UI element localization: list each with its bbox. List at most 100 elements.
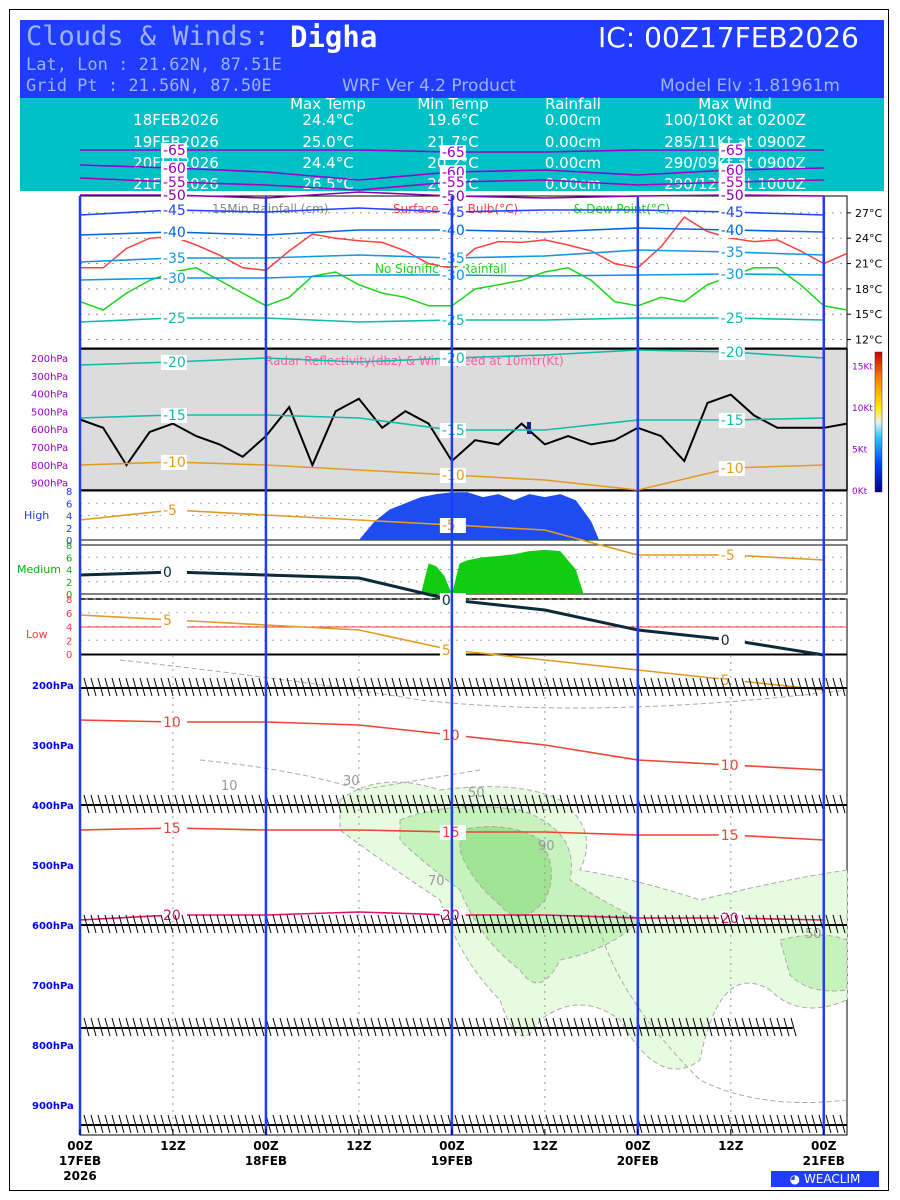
wind-barb xyxy=(405,914,412,934)
wind-barb xyxy=(111,914,118,934)
wind-barb xyxy=(111,677,118,697)
wind-barb xyxy=(615,914,622,934)
wind-barb xyxy=(678,794,685,814)
wind-barb xyxy=(118,1017,125,1037)
wind-barb xyxy=(657,1017,664,1037)
wind-barb xyxy=(167,1114,174,1134)
wind-barb xyxy=(370,1114,377,1134)
wind-barb xyxy=(713,677,720,697)
wind-barb xyxy=(363,914,370,934)
wind-barb xyxy=(538,794,545,814)
isotherm-label: -50 xyxy=(442,189,465,205)
windspeed-line xyxy=(79,393,848,468)
wind-barb xyxy=(748,1017,755,1037)
wind-barb xyxy=(762,914,769,934)
wind-barb xyxy=(608,794,615,814)
wind-barb xyxy=(538,677,545,697)
wind-barb xyxy=(608,677,615,697)
wind-barb xyxy=(524,1017,531,1037)
rh-label-30: 30 xyxy=(343,774,360,789)
wind-barb xyxy=(783,1017,790,1037)
wind-barb xyxy=(545,1114,552,1134)
wind-barb xyxy=(118,1114,125,1134)
wind-barb xyxy=(685,1114,692,1134)
wind-barb xyxy=(391,1017,398,1037)
wind-barb xyxy=(510,914,517,934)
wind-barb xyxy=(566,1114,573,1134)
wind-barb xyxy=(671,914,678,934)
temp-tick-label: 18°C xyxy=(855,283,882,296)
wind-barb xyxy=(349,1114,356,1134)
wind-barb xyxy=(230,1114,237,1134)
row-min-temp: 19.6°C xyxy=(427,111,479,129)
wind-barb xyxy=(125,794,132,814)
wind-barb xyxy=(349,677,356,697)
wind-barb xyxy=(496,1114,503,1134)
wind-barb xyxy=(503,914,510,934)
wind-barb xyxy=(433,794,440,814)
isotherm-label-bg xyxy=(718,245,745,260)
wind-barb xyxy=(440,677,447,697)
wind-barb xyxy=(125,1114,132,1134)
isotherm-label-bg xyxy=(718,548,745,563)
wind-barb xyxy=(503,677,510,697)
wind-barb xyxy=(573,794,580,814)
wind-barb xyxy=(279,1114,286,1134)
wind-barb xyxy=(412,794,419,814)
pressure-label: 900hPa xyxy=(31,479,68,490)
wind-barb xyxy=(440,1017,447,1037)
wind-barb xyxy=(83,794,90,814)
rh-label-50: 50 xyxy=(468,786,485,801)
x-tick-label: 12Z xyxy=(160,1139,186,1153)
wind-barb xyxy=(559,794,566,814)
x-tick-label: 00Z xyxy=(811,1139,837,1153)
wind-barb xyxy=(741,914,748,934)
wind-barb xyxy=(664,794,671,814)
wind-barb xyxy=(90,677,97,697)
isotherm-label: 20 xyxy=(721,911,739,927)
wind-barb xyxy=(167,794,174,814)
wind-barb xyxy=(412,914,419,934)
wind-barb xyxy=(811,677,818,697)
wind-barb xyxy=(139,1114,146,1134)
wind-barb xyxy=(153,1017,160,1037)
wind-barb xyxy=(594,677,601,697)
wind-barb xyxy=(328,1017,335,1037)
wind-barb xyxy=(440,1114,447,1134)
wind-barb xyxy=(377,677,384,697)
wind-barb xyxy=(335,1114,342,1134)
wind-barb xyxy=(258,677,265,697)
pressure-label: 600hPa xyxy=(32,921,74,932)
wind-barb xyxy=(643,677,650,697)
isotherm-label: -55 xyxy=(442,175,465,191)
pressure-label: 400hPa xyxy=(32,801,74,812)
wind-barb xyxy=(496,677,503,697)
wind-barb xyxy=(496,1017,503,1037)
wind-barb xyxy=(258,794,265,814)
wind-barb xyxy=(125,1017,132,1037)
wind-barb xyxy=(713,794,720,814)
wind-barb xyxy=(216,1017,223,1037)
rh-label-70: 70 xyxy=(428,874,445,889)
wind-barb xyxy=(685,1017,692,1037)
wind-barb xyxy=(825,1114,832,1134)
wind-barb xyxy=(615,1114,622,1134)
isotherm-label-bg xyxy=(160,188,187,203)
isotherm-label-bg xyxy=(718,345,745,360)
wind-barb xyxy=(720,794,727,814)
x-tick-label: 00Z xyxy=(67,1139,93,1153)
wind-barb xyxy=(426,794,433,814)
wind-barb xyxy=(237,1017,244,1037)
wind-barb xyxy=(657,794,664,814)
wind-barb xyxy=(510,677,517,697)
wind-barb xyxy=(349,914,356,934)
wind-barb xyxy=(517,794,524,814)
wind-barb xyxy=(90,1114,97,1134)
chart-frame xyxy=(9,9,889,1191)
temp-tick-label: 15°C xyxy=(855,308,882,321)
wind-barb xyxy=(223,1114,230,1134)
wind-barb xyxy=(342,794,349,814)
wind-barb xyxy=(461,794,468,814)
wind-barb xyxy=(832,677,839,697)
wind-barb xyxy=(524,1114,531,1134)
